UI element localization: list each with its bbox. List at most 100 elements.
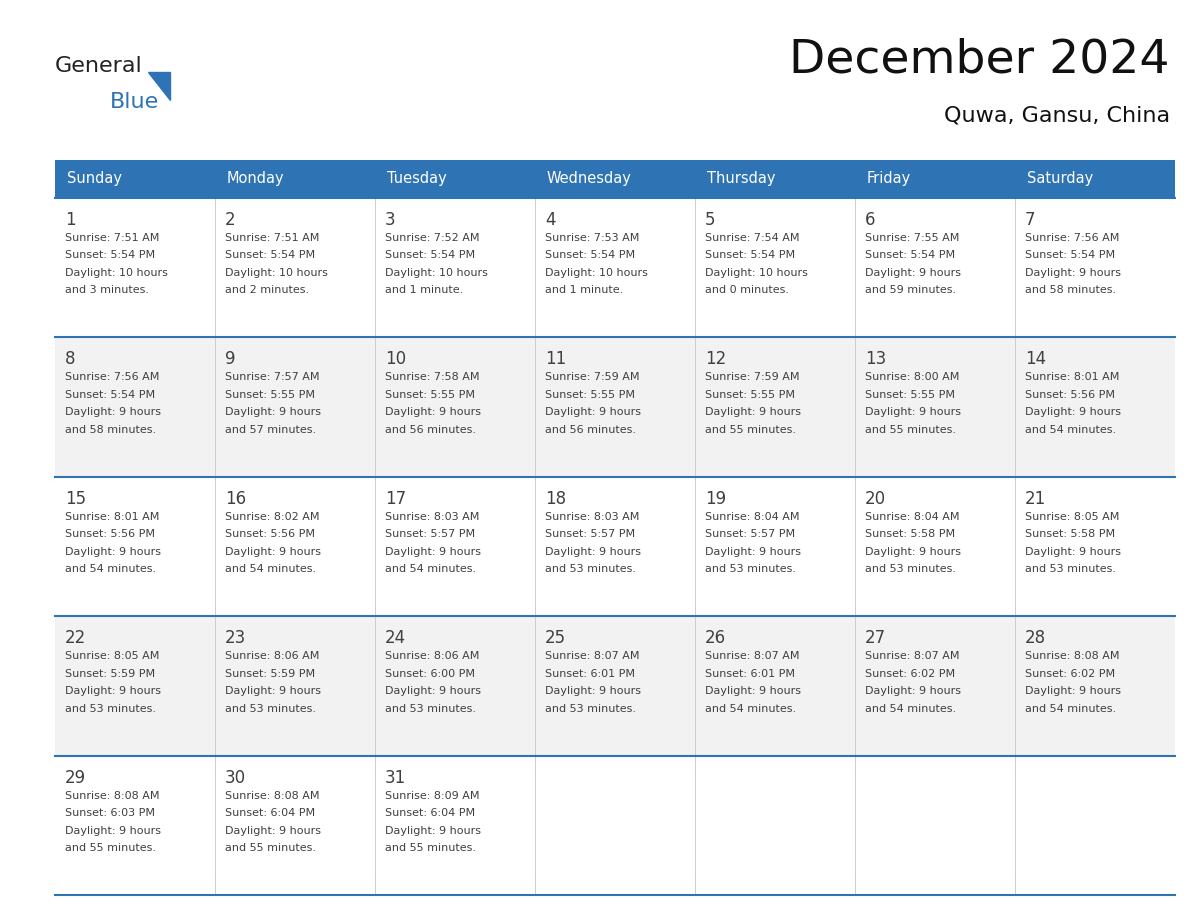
Text: Sunset: 5:54 PM: Sunset: 5:54 PM [65, 390, 156, 400]
Text: 19: 19 [704, 490, 726, 508]
Text: Daylight: 9 hours: Daylight: 9 hours [225, 686, 321, 696]
Text: Sunset: 5:58 PM: Sunset: 5:58 PM [1025, 530, 1116, 539]
Text: 27: 27 [865, 629, 886, 647]
Text: Wednesday: Wednesday [546, 172, 632, 186]
Text: 21: 21 [1025, 490, 1047, 508]
Text: Daylight: 9 hours: Daylight: 9 hours [225, 825, 321, 835]
Text: Sunrise: 7:59 AM: Sunrise: 7:59 AM [545, 373, 639, 383]
Text: Sunrise: 7:54 AM: Sunrise: 7:54 AM [704, 233, 800, 243]
Text: 29: 29 [65, 768, 86, 787]
Bar [55, 198, 1175, 338]
Text: Daylight: 9 hours: Daylight: 9 hours [225, 547, 321, 557]
Text: and 59 minutes.: and 59 minutes. [865, 285, 956, 296]
Text: Sunset: 5:57 PM: Sunset: 5:57 PM [545, 530, 636, 539]
Text: Sunset: 6:03 PM: Sunset: 6:03 PM [65, 808, 154, 818]
Text: 14: 14 [1025, 351, 1047, 368]
Text: Sunset: 6:01 PM: Sunset: 6:01 PM [545, 668, 636, 678]
Text: Daylight: 9 hours: Daylight: 9 hours [865, 686, 961, 696]
Bar [215, 160, 375, 198]
Text: and 58 minutes.: and 58 minutes. [65, 425, 156, 435]
Text: 10: 10 [385, 351, 406, 368]
Text: Sunset: 6:04 PM: Sunset: 6:04 PM [385, 808, 475, 818]
Text: Tuesday: Tuesday [387, 172, 447, 186]
Text: Friday: Friday [867, 172, 911, 186]
Text: Sunset: 5:54 PM: Sunset: 5:54 PM [385, 251, 475, 261]
Text: Sunset: 5:55 PM: Sunset: 5:55 PM [385, 390, 475, 400]
Text: Sunrise: 8:05 AM: Sunrise: 8:05 AM [65, 651, 159, 661]
Text: Sunrise: 8:04 AM: Sunrise: 8:04 AM [865, 512, 960, 521]
Text: Sunset: 5:55 PM: Sunset: 5:55 PM [225, 390, 315, 400]
Text: Sunset: 5:57 PM: Sunset: 5:57 PM [704, 530, 795, 539]
Text: and 54 minutes.: and 54 minutes. [1025, 425, 1116, 435]
Text: Sunset: 5:54 PM: Sunset: 5:54 PM [225, 251, 315, 261]
Text: Sunrise: 7:52 AM: Sunrise: 7:52 AM [385, 233, 480, 243]
Bar [855, 160, 1015, 198]
Text: Daylight: 9 hours: Daylight: 9 hours [385, 547, 481, 557]
Text: Sunrise: 7:59 AM: Sunrise: 7:59 AM [704, 373, 800, 383]
Text: 11: 11 [545, 351, 567, 368]
Text: 30: 30 [225, 768, 246, 787]
Text: 4: 4 [545, 211, 556, 229]
Text: 9: 9 [225, 351, 235, 368]
Text: Sunrise: 7:56 AM: Sunrise: 7:56 AM [65, 373, 159, 383]
Text: and 53 minutes.: and 53 minutes. [1025, 565, 1116, 575]
Text: Sunset: 5:54 PM: Sunset: 5:54 PM [865, 251, 955, 261]
Text: 25: 25 [545, 629, 567, 647]
Text: Sunset: 5:55 PM: Sunset: 5:55 PM [865, 390, 955, 400]
Text: and 1 minute.: and 1 minute. [385, 285, 463, 296]
Text: Sunset: 5:56 PM: Sunset: 5:56 PM [1025, 390, 1116, 400]
Text: and 53 minutes.: and 53 minutes. [865, 565, 956, 575]
Text: Daylight: 9 hours: Daylight: 9 hours [704, 686, 801, 696]
Text: Sunrise: 7:53 AM: Sunrise: 7:53 AM [545, 233, 639, 243]
Text: 28: 28 [1025, 629, 1047, 647]
Text: and 55 minutes.: and 55 minutes. [225, 843, 316, 853]
Text: and 55 minutes.: and 55 minutes. [385, 843, 476, 853]
Text: Sunrise: 7:57 AM: Sunrise: 7:57 AM [225, 373, 320, 383]
Bar [55, 338, 1175, 476]
Text: 26: 26 [704, 629, 726, 647]
Text: Sunset: 5:55 PM: Sunset: 5:55 PM [545, 390, 636, 400]
Text: Daylight: 9 hours: Daylight: 9 hours [545, 547, 642, 557]
Text: 5: 5 [704, 211, 715, 229]
Text: Daylight: 10 hours: Daylight: 10 hours [65, 268, 168, 278]
Bar [375, 160, 535, 198]
Text: Sunset: 5:56 PM: Sunset: 5:56 PM [65, 530, 154, 539]
Text: and 53 minutes.: and 53 minutes. [545, 565, 636, 575]
Text: 2: 2 [225, 211, 235, 229]
Text: Sunrise: 8:02 AM: Sunrise: 8:02 AM [225, 512, 320, 521]
Text: Sunrise: 8:00 AM: Sunrise: 8:00 AM [865, 373, 960, 383]
Text: 7: 7 [1025, 211, 1036, 229]
Text: Sunrise: 7:55 AM: Sunrise: 7:55 AM [865, 233, 960, 243]
Text: 1: 1 [65, 211, 76, 229]
Bar [1015, 160, 1175, 198]
Text: Daylight: 9 hours: Daylight: 9 hours [1025, 268, 1121, 278]
Text: Daylight: 9 hours: Daylight: 9 hours [545, 408, 642, 418]
Text: and 54 minutes.: and 54 minutes. [225, 565, 316, 575]
Text: 6: 6 [865, 211, 876, 229]
Text: Sunrise: 8:09 AM: Sunrise: 8:09 AM [385, 790, 480, 800]
Text: and 56 minutes.: and 56 minutes. [545, 425, 636, 435]
Text: and 55 minutes.: and 55 minutes. [704, 425, 796, 435]
Text: General: General [55, 56, 143, 76]
Text: Sunrise: 8:06 AM: Sunrise: 8:06 AM [385, 651, 480, 661]
Text: and 55 minutes.: and 55 minutes. [865, 425, 956, 435]
Text: and 54 minutes.: and 54 minutes. [385, 565, 476, 575]
Text: and 56 minutes.: and 56 minutes. [385, 425, 476, 435]
Text: Daylight: 9 hours: Daylight: 9 hours [704, 408, 801, 418]
Text: Sunset: 6:02 PM: Sunset: 6:02 PM [1025, 668, 1116, 678]
Text: and 54 minutes.: and 54 minutes. [1025, 704, 1116, 713]
Text: Sunset: 5:56 PM: Sunset: 5:56 PM [225, 530, 315, 539]
Text: Daylight: 9 hours: Daylight: 9 hours [865, 547, 961, 557]
Text: and 54 minutes.: and 54 minutes. [65, 565, 156, 575]
Text: Sunset: 5:59 PM: Sunset: 5:59 PM [65, 668, 156, 678]
Text: and 2 minutes.: and 2 minutes. [225, 285, 309, 296]
Text: and 53 minutes.: and 53 minutes. [545, 704, 636, 713]
Text: Sunrise: 8:08 AM: Sunrise: 8:08 AM [225, 790, 320, 800]
Text: Daylight: 9 hours: Daylight: 9 hours [385, 686, 481, 696]
Text: Sunset: 6:01 PM: Sunset: 6:01 PM [704, 668, 795, 678]
Text: Daylight: 9 hours: Daylight: 9 hours [65, 686, 162, 696]
Text: Daylight: 9 hours: Daylight: 9 hours [385, 408, 481, 418]
Bar [55, 616, 1175, 756]
Text: and 58 minutes.: and 58 minutes. [1025, 285, 1116, 296]
Text: Sunrise: 8:03 AM: Sunrise: 8:03 AM [545, 512, 639, 521]
